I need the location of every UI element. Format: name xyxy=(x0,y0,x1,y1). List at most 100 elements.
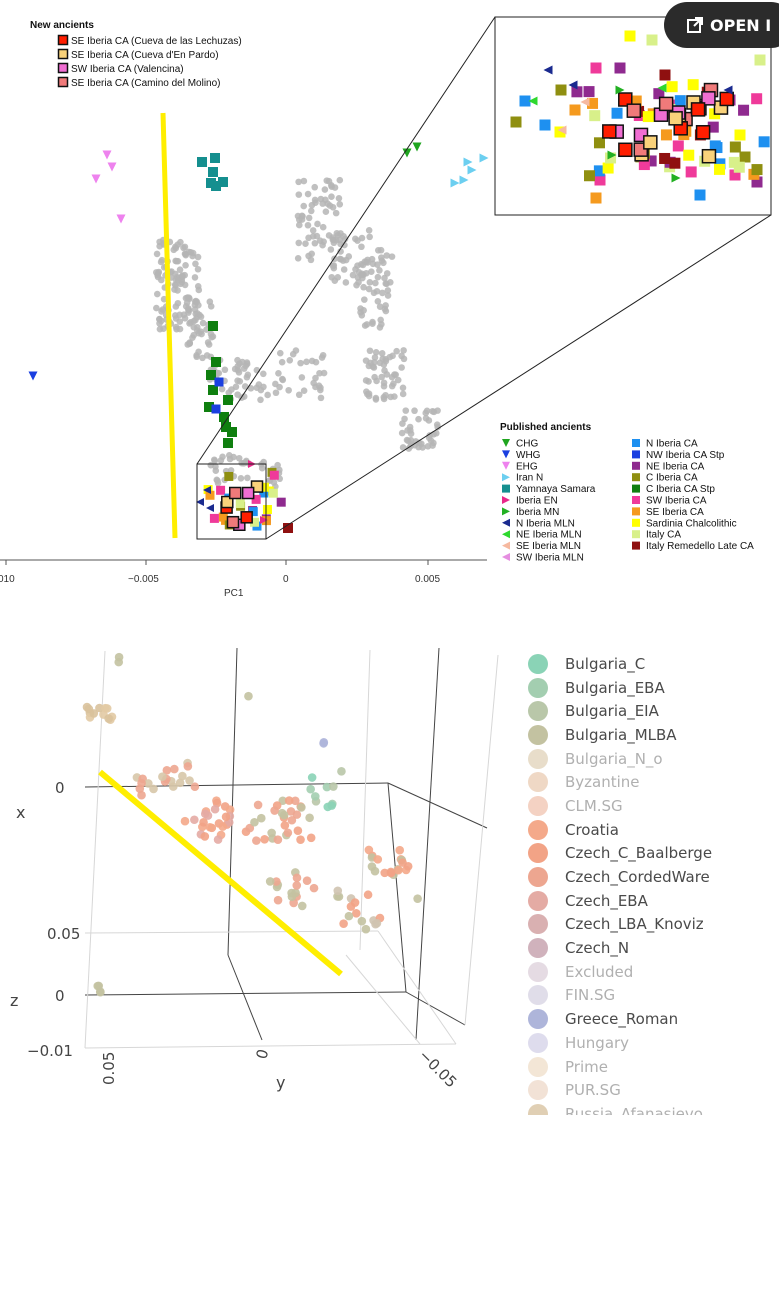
3d-sample-point xyxy=(175,778,185,788)
open-button[interactable]: OPEN I xyxy=(664,2,779,48)
inset-new-ancient-point xyxy=(695,125,711,140)
legend-item[interactable]: Bulgaria_MLBA xyxy=(528,723,778,747)
legend-item[interactable]: Prime xyxy=(528,1055,778,1079)
legend-item[interactable]: Russia_Afanasievo xyxy=(528,1102,778,1115)
legend-item[interactable]: PUR.SG xyxy=(528,1078,778,1102)
inset-point xyxy=(594,174,606,186)
grey-sample-point xyxy=(399,444,407,451)
legend-item[interactable]: CLM.SG xyxy=(528,794,778,818)
legend-item[interactable]: Bulgaria_C xyxy=(528,652,778,676)
grey-sample-point xyxy=(182,251,190,259)
3d-sample-point xyxy=(93,981,103,991)
legend-item[interactable]: Bulgaria_EBA xyxy=(528,676,778,700)
iberia-ca-point xyxy=(276,497,286,507)
legend-item[interactable]: Czech_N xyxy=(528,936,778,960)
published-legend-swatch xyxy=(632,541,640,550)
inset-point xyxy=(614,62,626,74)
grey-sample-point xyxy=(234,356,241,364)
inset-point xyxy=(590,62,602,74)
legend-label: CLM.SG xyxy=(565,796,623,815)
legend-label: Czech_N xyxy=(565,939,630,958)
grey-sample-point xyxy=(378,257,386,264)
iberia-ca-point xyxy=(235,499,245,509)
legend-item[interactable]: Czech_LBA_Knoviz xyxy=(528,913,778,937)
x-tick-label: 0 xyxy=(55,779,65,797)
grey-sample-point xyxy=(399,384,407,392)
grey-sample-point xyxy=(374,273,382,281)
legend-item[interactable]: Croatia xyxy=(528,818,778,842)
3d-sample-point xyxy=(292,881,302,890)
legend-item[interactable]: Czech_EBA xyxy=(528,889,778,913)
iberia-ca-point xyxy=(250,517,260,527)
grey-sample-point xyxy=(295,178,302,186)
grey-sample-point xyxy=(191,274,199,281)
ehg-point xyxy=(91,174,101,184)
n-iberia-mln-point xyxy=(196,498,204,506)
ehg-point xyxy=(107,162,117,172)
legend-item[interactable]: Excluded xyxy=(528,960,778,984)
published-legend-label: NE Iberia MLN xyxy=(516,530,582,541)
inset-point xyxy=(685,166,697,178)
grey-sample-point xyxy=(298,374,306,381)
new-ancient-point xyxy=(250,480,264,493)
grey-sample-point xyxy=(231,365,239,373)
grey-sample-point xyxy=(429,407,436,415)
legend-item[interactable]: Czech_CordedWare xyxy=(528,865,778,889)
grey-sample-point xyxy=(342,256,350,264)
grey-sample-point xyxy=(206,298,214,306)
grey-sample-point xyxy=(305,214,313,222)
3d-sample-point xyxy=(270,806,279,815)
published-legend-label: SW Iberia MLN xyxy=(516,553,584,564)
whg-point xyxy=(28,371,38,381)
grey-sample-point xyxy=(398,364,405,371)
grey-sample-point xyxy=(365,285,373,293)
3d-sample-point xyxy=(287,892,297,901)
published-legend-label: Sardinia Chalcolithic xyxy=(646,518,737,529)
new-ancient-point xyxy=(221,495,234,509)
grey-background-samples xyxy=(153,176,441,497)
grey-sample-point xyxy=(264,391,271,399)
grey-sample-point xyxy=(325,177,333,185)
legend-item[interactable]: Hungary xyxy=(528,1031,778,1055)
grey-sample-point xyxy=(294,254,302,262)
inset-point xyxy=(555,84,567,96)
3d-sample-point xyxy=(114,652,124,662)
grey-sample-point xyxy=(183,299,191,307)
3d-sample-point xyxy=(245,823,255,833)
grey-sample-point xyxy=(342,279,350,286)
legend-item[interactable]: Bulgaria_N_o xyxy=(528,747,778,771)
published-legend-swatch xyxy=(502,439,510,447)
grey-sample-point xyxy=(360,283,367,291)
grey-sample-point xyxy=(398,352,405,360)
legend-item[interactable]: Czech_C_Baalberge xyxy=(528,842,778,866)
published-legend-swatch xyxy=(632,439,640,447)
grey-sample-point xyxy=(399,390,407,398)
3d-sample-point xyxy=(190,782,200,792)
inset-point xyxy=(729,141,741,153)
grey-sample-point xyxy=(307,207,315,215)
3d-axis-frame xyxy=(84,647,488,1041)
x-axis-label: x xyxy=(16,803,25,822)
inset-point xyxy=(729,169,741,181)
legend-item[interactable]: Byzantine xyxy=(528,770,778,794)
legend-item[interactable]: Bulgaria_EIA xyxy=(528,699,778,723)
inset-new-ancient-point xyxy=(701,91,716,106)
published-legend-swatch xyxy=(502,473,510,482)
3d-sample-point xyxy=(364,845,374,855)
published-legend-label: SW Iberia CA xyxy=(646,496,707,507)
3d-scatter-plot[interactable]: x 0 0.05 z 0 −0.01 0.05 0 −0.05 y xyxy=(0,640,779,1115)
grey-sample-point xyxy=(174,299,182,307)
published-legend-swatch xyxy=(502,496,510,504)
c-iberia-ca-stp-point xyxy=(221,422,231,432)
3d-sample-point xyxy=(319,738,329,747)
inset-point xyxy=(587,97,599,109)
3d-sample-point xyxy=(250,817,259,827)
new-ancient-legend-label: SE Iberia CA (Cueva d'En Pardo) xyxy=(71,50,219,61)
grey-sample-point xyxy=(376,267,383,274)
inset-point xyxy=(738,104,750,116)
grey-sample-point xyxy=(384,287,392,294)
open-button-label: OPEN I xyxy=(710,15,772,35)
legend-item[interactable]: Greece_Roman xyxy=(528,1007,778,1031)
grey-sample-point xyxy=(211,457,219,464)
legend-item[interactable]: FIN.SG xyxy=(528,984,778,1008)
